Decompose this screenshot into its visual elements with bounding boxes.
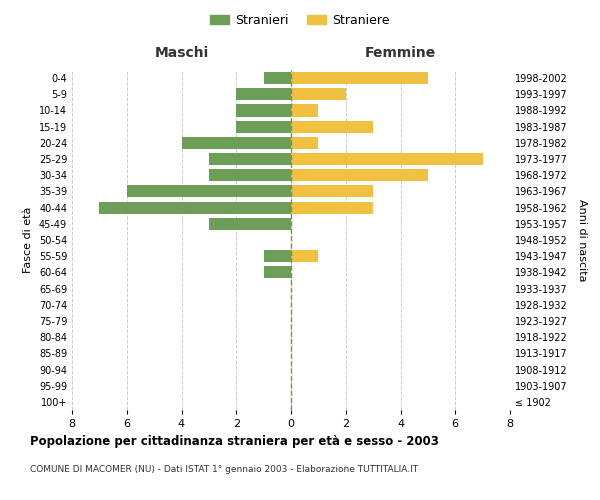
Bar [291, 202, 373, 213]
Legend: Stranieri, Straniere: Stranieri, Straniere [205, 8, 395, 32]
Text: COMUNE DI MACOMER (NU) - Dati ISTAT 1° gennaio 2003 - Elaborazione TUTTITALIA.IT: COMUNE DI MACOMER (NU) - Dati ISTAT 1° g… [30, 465, 418, 474]
Bar [291, 104, 319, 117]
Bar [100, 202, 291, 213]
Bar [291, 186, 373, 198]
Bar [209, 169, 291, 181]
Y-axis label: Anni di nascita: Anni di nascita [577, 198, 587, 281]
Text: Popolazione per cittadinanza straniera per età e sesso - 2003: Popolazione per cittadinanza straniera p… [30, 435, 439, 448]
Bar [236, 120, 291, 132]
Text: Femmine: Femmine [365, 46, 436, 60]
Bar [263, 72, 291, 84]
Bar [291, 88, 346, 101]
Bar [263, 266, 291, 278]
Bar [291, 153, 482, 165]
Bar [182, 137, 291, 149]
Bar [209, 153, 291, 165]
Text: Maschi: Maschi [154, 46, 209, 60]
Bar [263, 250, 291, 262]
Bar [127, 186, 291, 198]
Bar [291, 169, 428, 181]
Y-axis label: Fasce di età: Fasce di età [23, 207, 33, 273]
Bar [236, 88, 291, 101]
Bar [209, 218, 291, 230]
Bar [291, 120, 373, 132]
Bar [291, 137, 319, 149]
Bar [236, 104, 291, 117]
Bar [291, 72, 428, 84]
Bar [291, 250, 319, 262]
